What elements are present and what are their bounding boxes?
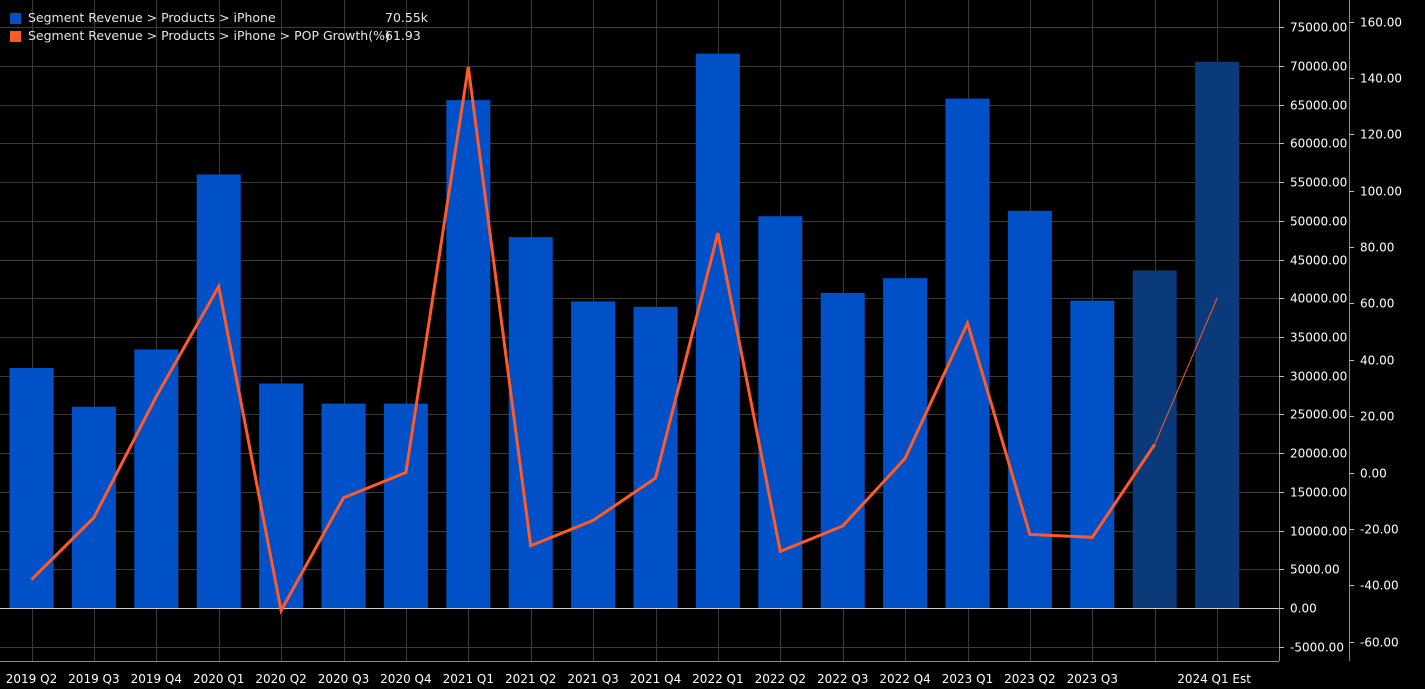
x-tick-label: 2022 Q1 (692, 672, 743, 686)
left-tick-label: 40000.00 (1290, 292, 1347, 306)
x-tick-label: 2020 Q2 (255, 672, 306, 686)
legend-item-growth[interactable]: Segment Revenue > Products > iPhone > PO… (10, 27, 428, 45)
bar (383, 403, 428, 608)
x-tick-label: 2019 Q3 (68, 672, 119, 686)
legend-label-growth: Segment Revenue > Products > iPhone > PO… (28, 28, 390, 43)
legend-label-revenue: Segment Revenue > Products > iPhone (28, 10, 276, 25)
x-tick-label: 2021 Q2 (505, 672, 556, 686)
left-tick-label: 25000.00 (1290, 408, 1347, 422)
legend-swatch-growth (10, 30, 21, 42)
right-tick-label: 60.00 (1360, 297, 1394, 311)
x-tick-label: 2022 Q4 (879, 672, 930, 686)
right-tick-label: -40.00 (1360, 579, 1399, 593)
right-tick-label: -60.00 (1360, 636, 1399, 650)
bar (633, 306, 678, 608)
left-tick-label: 75000.00 (1290, 21, 1347, 35)
x-tick-label: 2020 Q3 (318, 672, 369, 686)
bar (571, 301, 616, 608)
left-tick-label: 70000.00 (1290, 60, 1347, 74)
bar (134, 349, 179, 608)
x-tick-label: 2020 Q4 (380, 672, 431, 686)
x-tick-label: 2022 Q3 (817, 672, 868, 686)
right-tick-label: 160.00 (1360, 16, 1402, 30)
bar (758, 216, 803, 608)
left-tick-label: 50000.00 (1290, 215, 1347, 229)
x-tick-label: 2019 Q4 (131, 672, 182, 686)
x-tick-label: 2019 Q2 (6, 672, 57, 686)
left-tick-label: 60000.00 (1290, 137, 1347, 151)
left-tick-label: 65000.00 (1290, 99, 1347, 113)
right-tick-label: 120.00 (1360, 128, 1402, 142)
left-tick-label: 55000.00 (1290, 176, 1347, 190)
left-tick-label: 20000.00 (1290, 447, 1347, 461)
x-tick-label: 2021 Q1 (443, 672, 494, 686)
x-tick-label: 2023 Q3 (1067, 672, 1118, 686)
growth-series-line (30, 66, 1156, 615)
left-tick-label: 0.00 (1290, 602, 1317, 616)
x-tick-label: 2023 Q1 (942, 672, 993, 686)
left-tick-label: 30000.00 (1290, 370, 1347, 384)
right-tick-label: 20.00 (1360, 410, 1394, 424)
bar (1195, 61, 1240, 609)
left-tick-label: 15000.00 (1290, 486, 1347, 500)
left-tick-label: 10000.00 (1290, 525, 1347, 539)
bar (1070, 300, 1115, 608)
x-tick-label: 2022 Q2 (755, 672, 806, 686)
legend-swatch-revenue (10, 12, 21, 24)
left-tick-label: 45000.00 (1290, 254, 1347, 268)
legend-item-revenue[interactable]: Segment Revenue > Products > iPhone 70.5… (10, 9, 428, 27)
bar (820, 292, 865, 608)
right-tick-label: 80.00 (1360, 241, 1394, 255)
legend-value-growth: 61.93 (385, 28, 421, 43)
bar (9, 367, 54, 608)
growth-line (30, 66, 1218, 615)
legend-value-revenue: 70.55k (385, 10, 429, 25)
axes: 75000.00 70000.00 65000.00 60000.00 55000.00… (0, 0, 1402, 686)
bar (259, 383, 304, 608)
right-tick-label: 0.00 (1360, 467, 1387, 481)
x-tick-label: 2021 Q3 (567, 672, 618, 686)
bar (196, 174, 241, 608)
bar (1132, 270, 1177, 608)
right-tick-label: 140.00 (1360, 72, 1402, 86)
right-tick-label: -20.00 (1360, 523, 1399, 537)
bar (71, 406, 116, 608)
right-tick-label: 100.00 (1360, 185, 1402, 199)
x-tick-label: 2021 Q4 (630, 672, 681, 686)
bar (1007, 210, 1052, 609)
right-tick-label: 40.00 (1360, 354, 1394, 368)
bar (883, 278, 928, 608)
bar (695, 53, 740, 609)
bar (321, 403, 366, 608)
growth-estimate-line (1154, 297, 1218, 445)
legend: Segment Revenue > Products > iPhone 70.5… (10, 9, 428, 45)
x-tick-label: 2023 Q2 (1004, 672, 1055, 686)
left-tick-label: -5000.00 (1290, 641, 1344, 655)
x-tick-label: 2024 Q1 Est (1177, 672, 1251, 686)
x-tick-label: 2020 Q1 (193, 672, 244, 686)
left-tick-label: 35000.00 (1290, 331, 1347, 345)
left-tick-label: 5000.00 (1290, 563, 1340, 577)
